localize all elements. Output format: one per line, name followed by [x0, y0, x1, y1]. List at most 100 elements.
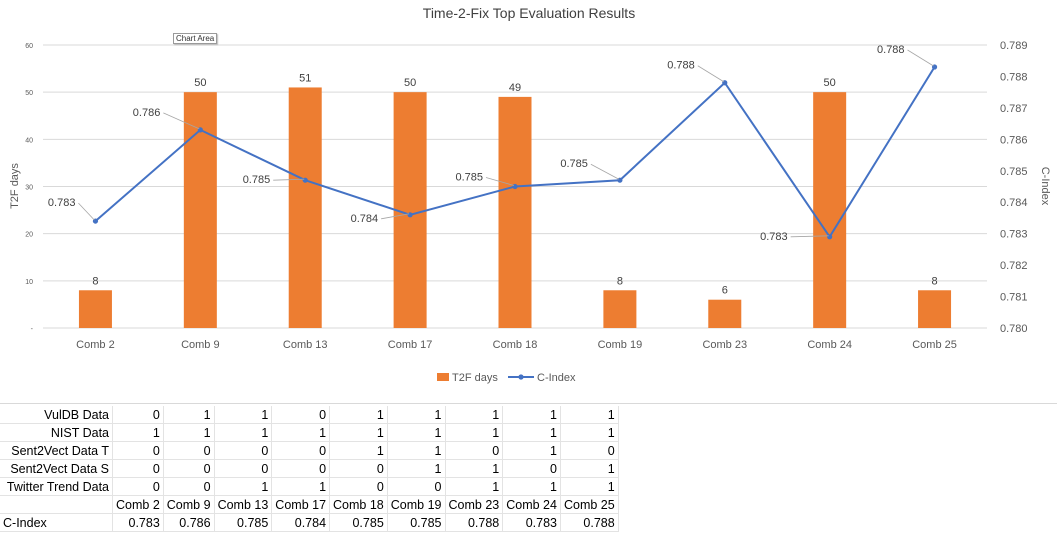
table-cell[interactable]: 1 [271, 477, 331, 496]
table-cell[interactable]: 1 [271, 423, 331, 442]
column-header[interactable]: Comb 2 [112, 495, 164, 514]
bar-data-label: 49 [509, 82, 521, 94]
table-cell[interactable]: 0 [329, 477, 388, 496]
table-cell[interactable]: 0 [560, 441, 619, 460]
y2-tick-label: 0.789 [1000, 40, 1028, 52]
table-cell[interactable]: 0.784 [271, 513, 331, 532]
table-cell[interactable]: 1 [560, 423, 619, 442]
row-header[interactable]: VulDB Data [0, 406, 113, 424]
empty-cell[interactable] [0, 495, 113, 514]
table-cell[interactable]: 0 [112, 441, 164, 460]
table-cell[interactable]: 1 [445, 459, 504, 478]
y2-axis-label: C-Index [1039, 167, 1051, 206]
table-cell[interactable]: 0 [271, 459, 331, 478]
table-cell[interactable]: 0 [163, 459, 215, 478]
table-cell[interactable]: 0.788 [560, 513, 619, 532]
table-row: Twitter Trend Data 0 0 1 1 0 0 1 1 1 [0, 477, 619, 496]
chart[interactable]: Time-2-Fix Top Evaluation Results - 10 20 30… [0, 0, 1057, 395]
line-data-label: 0.785 [243, 174, 271, 186]
column-header[interactable]: Comb 25 [560, 495, 619, 514]
table-cell[interactable]: 0.783 [502, 513, 561, 532]
table-cell[interactable]: 1 [445, 423, 504, 442]
table-cell[interactable]: 0 [502, 459, 561, 478]
table-cell[interactable]: 0.783 [112, 513, 164, 532]
table-cell[interactable]: 1 [560, 406, 619, 424]
table-cell[interactable]: 1 [329, 406, 388, 424]
table-cell[interactable]: 1 [560, 459, 619, 478]
column-header[interactable]: Comb 18 [329, 495, 388, 514]
column-header[interactable]: Comb 9 [163, 495, 215, 514]
data-label-leader [273, 178, 305, 181]
table-cell[interactable]: 0 [163, 441, 215, 460]
table-cell[interactable]: 0 [387, 477, 446, 496]
row-header[interactable]: NIST Data [0, 423, 113, 442]
line-data-label: 0.784 [351, 213, 379, 225]
row-header[interactable]: C-Index [0, 513, 113, 532]
table-cell[interactable]: 1 [387, 423, 446, 442]
table-cell[interactable]: 1 [163, 423, 215, 442]
column-header[interactable]: Comb 23 [445, 495, 504, 514]
table-cell[interactable]: 0.788 [445, 513, 504, 532]
row-header[interactable]: Sent2Vect Data S [0, 459, 113, 478]
legend-swatch-bars [437, 373, 449, 381]
table-cell[interactable]: 1 [502, 441, 561, 460]
x-tick-label: Comb 18 [493, 339, 538, 351]
table-cell[interactable]: 1 [163, 406, 215, 424]
table-cell[interactable]: 1 [214, 406, 273, 424]
table-cell[interactable]: 0.785 [387, 513, 446, 532]
row-header[interactable]: Sent2Vect Data T [0, 441, 113, 460]
table-cell[interactable]: 0 [445, 441, 504, 460]
data-label-leader [163, 112, 200, 130]
table-cell[interactable]: 1 [560, 477, 619, 496]
x-tick-label: Comb 9 [181, 339, 220, 351]
table-cell[interactable]: 1 [329, 441, 388, 460]
table-cell[interactable]: 0 [214, 441, 273, 460]
table-cell[interactable]: 1 [502, 423, 561, 442]
table-cell[interactable]: 0.786 [163, 513, 215, 532]
table-cell[interactable]: 1 [445, 406, 504, 424]
table-cell[interactable]: 0.785 [329, 513, 388, 532]
row-header[interactable]: Twitter Trend Data [0, 477, 113, 496]
data-label-leader [381, 213, 410, 220]
bar [813, 92, 847, 329]
column-header[interactable]: Comb 19 [387, 495, 446, 514]
legend-label-line: C-Index [537, 372, 576, 384]
chart-title: Time-2-Fix Top Evaluation Results [423, 5, 635, 21]
table-cell[interactable]: 1 [387, 406, 446, 424]
table-cell[interactable]: 0 [163, 477, 215, 496]
y2-tick-label: 0.784 [1000, 197, 1028, 209]
data-label-leader [790, 235, 829, 238]
y-tick-label: 20 [25, 232, 33, 239]
table-cell[interactable]: 1 [502, 406, 561, 424]
bar-data-label: 6 [722, 285, 728, 297]
column-header[interactable]: Comb 13 [214, 495, 273, 514]
sheet-gridline [0, 403, 1057, 404]
column-header[interactable]: Comb 17 [271, 495, 331, 514]
table-cell[interactable]: 0 [112, 406, 164, 424]
column-header[interactable]: Comb 24 [502, 495, 561, 514]
x-tick-label: Comb 19 [598, 339, 643, 351]
table-cell[interactable]: 1 [329, 423, 388, 442]
table-cell[interactable]: 0.785 [214, 513, 273, 532]
table-cell[interactable]: 0 [329, 459, 388, 478]
table-cell[interactable]: 1 [387, 441, 446, 460]
table-cell[interactable]: 0 [112, 477, 164, 496]
table-cell[interactable]: 1 [214, 423, 273, 442]
chart-area-tooltip: Chart Area [173, 33, 218, 44]
table-cell[interactable]: 0 [271, 406, 331, 424]
c-index-point [197, 127, 203, 133]
y2-tick-label: 0.782 [1000, 260, 1028, 272]
table-cell[interactable]: 1 [387, 459, 446, 478]
table-cell[interactable]: 1 [445, 477, 504, 496]
table-cell[interactable]: 0 [112, 459, 164, 478]
y2-tick-label: 0.788 [1000, 71, 1028, 83]
table-cell[interactable]: 1 [502, 477, 561, 496]
table-cell[interactable]: 1 [214, 477, 273, 496]
table-cell[interactable]: 0 [271, 441, 331, 460]
table-cell[interactable]: 1 [112, 423, 164, 442]
data-table[interactable]: VulDB Data 0 1 1 0 1 1 1 1 1 NIST Data 1 1 1 1 1 1 1 1 1 Sen… [0, 406, 619, 532]
table-cell[interactable]: 0 [214, 459, 273, 478]
bar [288, 87, 322, 328]
